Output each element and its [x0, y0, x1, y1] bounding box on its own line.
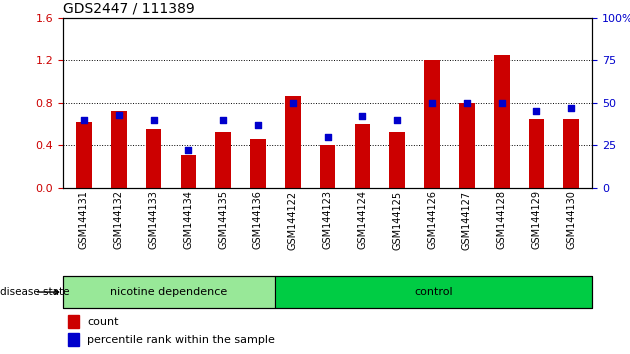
Text: count: count [88, 318, 119, 327]
Point [496, 100, 507, 105]
Point [532, 108, 542, 114]
Point [79, 117, 89, 122]
Bar [459, 103, 474, 188]
Text: control: control [414, 287, 453, 297]
Point [392, 117, 403, 122]
Point [149, 117, 159, 122]
Point [427, 100, 437, 105]
Text: GDS2447 / 111389: GDS2447 / 111389 [63, 1, 195, 15]
Bar [275, 276, 592, 308]
Bar [76, 122, 92, 188]
Point [288, 100, 298, 105]
Bar [250, 139, 266, 188]
Bar [215, 132, 231, 188]
Bar [111, 111, 127, 188]
Point [113, 112, 123, 118]
Bar [355, 124, 370, 188]
Bar [529, 119, 544, 188]
Bar [389, 132, 405, 188]
Bar [320, 145, 335, 188]
Point [323, 134, 333, 139]
Text: percentile rank within the sample: percentile rank within the sample [88, 335, 275, 344]
Bar [563, 119, 579, 188]
Bar [285, 96, 301, 188]
Bar [146, 129, 161, 188]
Point [357, 113, 367, 119]
Bar [181, 155, 196, 188]
Text: disease state: disease state [0, 287, 69, 297]
Point [183, 147, 193, 153]
Point [253, 122, 263, 127]
Bar [68, 315, 79, 328]
Text: nicotine dependence: nicotine dependence [110, 287, 227, 297]
Bar [68, 333, 79, 346]
Bar [424, 60, 440, 188]
Bar [63, 276, 275, 308]
Point [462, 100, 472, 105]
Point [566, 105, 576, 110]
Bar [494, 55, 510, 188]
Point [218, 117, 228, 122]
